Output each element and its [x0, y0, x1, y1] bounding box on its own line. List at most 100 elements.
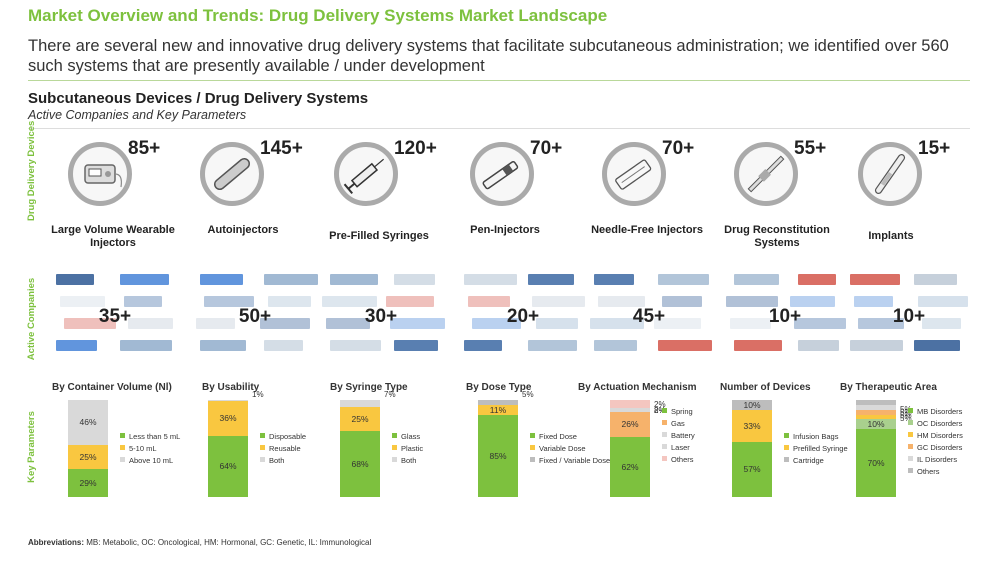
company-logo	[794, 318, 846, 329]
legend-item: HM Disorders	[908, 431, 963, 440]
legend-label: Fixed Dose	[539, 432, 577, 441]
bar-segment-label: 46%	[79, 417, 97, 428]
legend-label: Cartridge	[793, 456, 824, 465]
legend-swatch	[530, 433, 535, 438]
legend-item: Laser	[662, 443, 690, 452]
bar-segment	[68, 444, 108, 469]
legend-swatch	[908, 432, 913, 437]
legend-item: Fixed Dose	[530, 432, 577, 441]
legend-label: Less than 5 mL	[129, 432, 181, 441]
legend-swatch	[662, 456, 667, 461]
legend-item: Less than 5 mL	[120, 432, 180, 441]
abbreviations-label: Abbreviations:	[28, 538, 85, 547]
device-count: 70+	[662, 138, 695, 159]
section-subtitle: Active Companies and Key Parameters	[28, 108, 247, 122]
company-logo	[594, 274, 634, 285]
legend-item: Spring	[662, 407, 693, 416]
company-logo	[386, 296, 434, 307]
bar-segment	[478, 415, 518, 497]
parameter-chart-title: By Actuation Mechanism	[578, 382, 697, 393]
company-logo	[204, 296, 254, 307]
bar-segment-label: 25%	[79, 451, 97, 462]
autoinjector-icon	[200, 142, 264, 206]
legend-swatch	[662, 432, 667, 437]
company-logo	[536, 318, 578, 329]
device-count: 145+	[260, 138, 303, 159]
device-count: 70+	[530, 138, 563, 159]
legend-label: Battery	[671, 431, 695, 440]
device-label: Needle-Free Injectors	[591, 224, 703, 236]
needle-free-injector-icon	[602, 142, 666, 206]
company-logo	[730, 318, 771, 329]
legend-label: Variable Dose	[539, 444, 586, 453]
bar-segment	[340, 400, 380, 407]
legend-swatch	[260, 457, 265, 462]
bar-segment-label: 10%	[867, 419, 885, 430]
legend-label: Both	[269, 456, 285, 465]
bar-segment-label: 8%	[654, 406, 666, 415]
bar-segment-label: 5%	[900, 410, 912, 420]
company-logo	[56, 340, 97, 351]
device-count: 120+	[394, 138, 437, 159]
device-label: Large Volume Wearable Injectors	[51, 224, 175, 249]
bar-segment-label: 10%	[743, 399, 761, 410]
bar-segment	[732, 409, 772, 442]
legend-item: Others	[662, 455, 694, 464]
bar-segment	[856, 419, 896, 430]
legend-label: Disposable	[269, 432, 307, 441]
bar-segment-label: 25%	[351, 413, 369, 424]
company-logo	[798, 340, 839, 351]
legend-item: Plastic	[392, 444, 423, 453]
company-logo-panel: 10+	[846, 268, 972, 360]
legend-label: Above 10 mL	[129, 456, 174, 465]
side-label-parameters: Key Parameters	[26, 411, 37, 483]
company-logo	[394, 340, 438, 351]
legend-swatch	[908, 468, 913, 473]
company-count: 45+	[632, 306, 666, 327]
device-label: Pre-Filled Syringes	[329, 230, 429, 242]
device-count: 85+	[128, 138, 161, 159]
company-logo	[200, 340, 246, 351]
legend-label: Both	[401, 456, 417, 465]
company-logo-panel: 20+	[460, 268, 586, 360]
bar-segment-label: 85%	[489, 451, 507, 462]
legend-swatch	[392, 433, 397, 438]
bar-segment	[340, 406, 380, 432]
company-logo-panel: 30+	[318, 268, 445, 360]
company-logo	[464, 340, 502, 351]
bar-segment-label: 2%	[654, 399, 666, 409]
legend-item: Both	[392, 456, 416, 465]
legend-label: Others	[917, 467, 940, 476]
side-label-companies: Active Companies	[26, 277, 37, 361]
legend-item: OC Disorders	[908, 419, 962, 428]
company-logo	[790, 296, 835, 307]
bar-segment	[610, 407, 650, 410]
bar-segment	[208, 400, 248, 436]
side-label-devices: Drug Delivery Devices	[26, 120, 37, 221]
legend-label: OC Disorders	[917, 419, 963, 428]
page-title: Market Overview and Trends: Drug Deliver…	[28, 6, 608, 25]
bar-segment	[208, 435, 248, 497]
company-logo	[850, 340, 903, 351]
legend-item: Above 10 mL	[120, 456, 173, 465]
company-logo	[464, 274, 517, 285]
legend-swatch	[662, 444, 667, 449]
legend-label: Gas	[671, 419, 685, 428]
bar-segment-label: 2%	[654, 405, 666, 415]
bar-segment	[610, 400, 650, 408]
legend-label: Infusion Bags	[793, 432, 839, 441]
pen-injector-icon	[470, 142, 534, 206]
company-count: 20+	[506, 306, 540, 327]
company-logo	[726, 296, 778, 307]
legend-item: Variable Dose	[530, 444, 586, 453]
parameter-chart-title: By Usability	[202, 382, 260, 393]
company-logo-panel: 50+	[192, 268, 318, 360]
bar-segment-label: 68%	[351, 459, 369, 470]
legend-item: IL Disorders	[908, 455, 957, 464]
legend-label: Glass	[401, 432, 421, 441]
bar-segment-label: 36%	[219, 413, 237, 424]
bar-segment	[68, 400, 108, 445]
parameter-chart-title: By Container Volume (Nl)	[52, 382, 172, 393]
legend-label: IL Disorders	[917, 455, 958, 464]
legend-label: Others	[671, 455, 694, 464]
